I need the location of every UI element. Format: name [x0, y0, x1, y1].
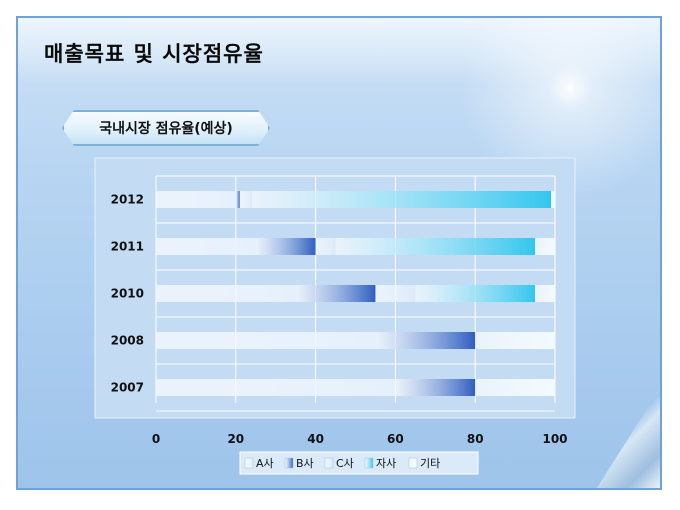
legend-label: 기타: [420, 457, 440, 470]
x-tick-label: 100: [542, 432, 567, 446]
legend-label: A사: [256, 457, 274, 470]
legend-box: [239, 451, 479, 475]
bar-C사-2010: [375, 285, 416, 302]
bar-기타-2007: [475, 379, 555, 396]
bar-자사-2012: [251, 191, 552, 208]
legend-swatch: [284, 457, 294, 469]
legend-swatch: [244, 457, 254, 469]
subtitle-box: 국내시장 점유율(예상): [62, 110, 270, 146]
page-title: 매출목표 및 시장점유율: [44, 42, 264, 66]
legend-swatch: [408, 457, 418, 469]
x-tick-label: 40: [307, 432, 324, 446]
legend-swatch: [364, 457, 374, 469]
bar-기타-2012: [551, 191, 555, 208]
bar-기타-2008: [475, 332, 555, 349]
bar-기타-2011: [535, 238, 555, 255]
bar-C사-2012: [239, 191, 252, 208]
bar-A사-2010: [156, 285, 296, 302]
bar-B사-2011: [255, 238, 316, 255]
bar-B사-2007: [395, 379, 476, 396]
bar-자사-2010: [415, 285, 536, 302]
bar-A사-2008: [156, 332, 376, 349]
x-tick-label: 80: [467, 432, 484, 446]
legend-label: B사: [296, 457, 314, 470]
bar-A사-2012: [156, 191, 236, 208]
y-tick-label: 2010: [111, 287, 144, 301]
x-tick-label: 0: [152, 432, 160, 446]
legend-label: 자사: [376, 457, 396, 470]
bar-B사-2010: [295, 285, 376, 302]
bar-자사-2011: [335, 238, 536, 255]
bar-B사-2012: [235, 191, 240, 208]
y-tick-label: 2011: [111, 240, 144, 254]
bar-A사-2011: [156, 238, 256, 255]
y-tick-label: 2012: [111, 193, 144, 207]
chart-subtitle: 국내시장 점유율(예상): [99, 121, 233, 137]
x-tick-label: 60: [387, 432, 404, 446]
y-tick-label: 2007: [111, 381, 144, 395]
legend-label: C사: [336, 457, 354, 470]
legend-swatch: [324, 457, 334, 469]
bar-기타-2010: [535, 285, 555, 302]
x-tick-label: 20: [227, 432, 244, 446]
bar-C사-2011: [315, 238, 336, 255]
bar-A사-2007: [156, 379, 396, 396]
y-tick-label: 2008: [111, 334, 144, 348]
bar-B사-2008: [375, 332, 476, 349]
